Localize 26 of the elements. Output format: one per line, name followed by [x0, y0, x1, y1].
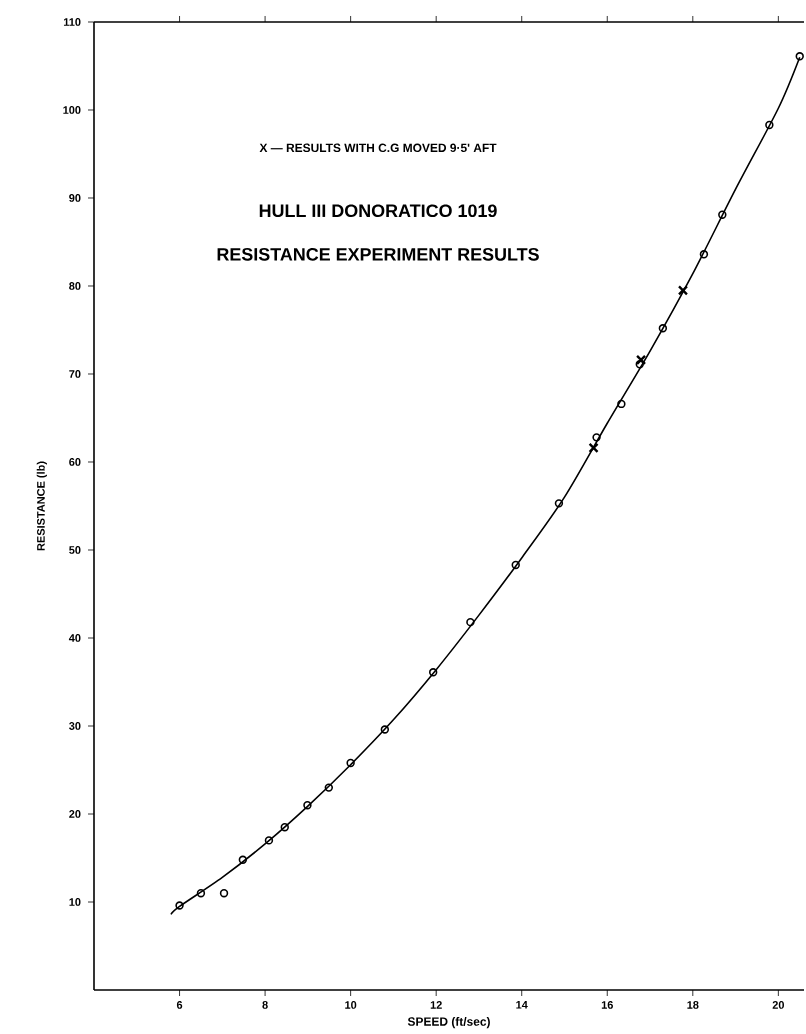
point: [324, 783, 334, 792]
point: [554, 499, 564, 508]
point: [588, 442, 599, 454]
point: [635, 354, 647, 366]
point: [380, 725, 390, 734]
point: [175, 901, 184, 910]
point: [428, 668, 438, 677]
point: [635, 360, 644, 369]
text: HULL III DONORATICO 1019: [259, 204, 497, 218]
point: [658, 324, 668, 333]
point: [196, 889, 206, 898]
point: [264, 836, 274, 845]
text: RESISTANCE EXPERIMENT RESULTS: [217, 247, 539, 261]
point: [466, 617, 475, 627]
point: [677, 285, 689, 296]
point: [592, 433, 601, 442]
point: [346, 758, 355, 768]
point: [617, 399, 626, 409]
point: [765, 120, 774, 130]
point: [238, 855, 248, 864]
point: [303, 801, 312, 810]
point: [718, 210, 727, 219]
point: [280, 823, 289, 832]
point: [699, 250, 709, 259]
point: [511, 560, 520, 570]
point: [219, 889, 229, 898]
